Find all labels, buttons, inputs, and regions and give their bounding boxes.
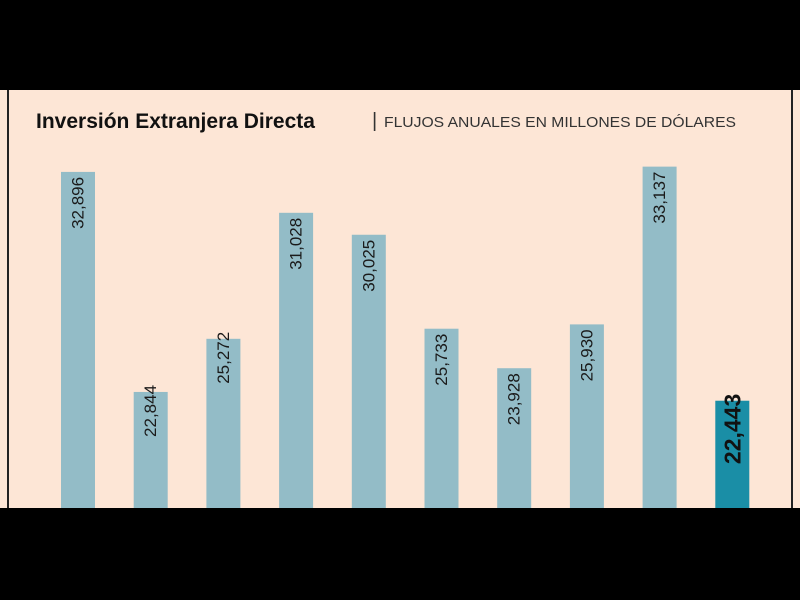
chart-title: Inversión Extranjera Directa bbox=[36, 110, 315, 133]
bar-2 bbox=[206, 338, 241, 508]
bar-4 bbox=[351, 234, 386, 508]
chart-background bbox=[0, 90, 800, 508]
chart-subtitle: FLUJOS ANUALES EN MILLONES DE DÓLARES bbox=[384, 114, 736, 131]
bar-7 bbox=[569, 324, 604, 508]
bar-label-9: 22,443 bbox=[719, 394, 745, 464]
bar-label-8: 33,137 bbox=[650, 172, 669, 224]
bar-label-1: 22,844 bbox=[141, 385, 160, 437]
bar-label-7: 25,930 bbox=[577, 329, 596, 381]
bar-5 bbox=[424, 328, 459, 508]
bar-label-3: 31,028 bbox=[287, 218, 306, 270]
bar-label-5: 25,733 bbox=[432, 334, 451, 386]
bar-label-4: 30,025 bbox=[359, 240, 378, 292]
bar-9 bbox=[715, 400, 750, 508]
bar-label-2: 25,272 bbox=[214, 332, 233, 384]
bar-6 bbox=[497, 368, 532, 508]
bar-0 bbox=[61, 171, 95, 508]
bar-1 bbox=[133, 391, 168, 508]
title-separator: | bbox=[372, 110, 377, 132]
bar-label-0: 32,896 bbox=[69, 177, 88, 229]
bars: 32,896 22,844 25,272 31,028 30,025 25,733 23,9… bbox=[61, 166, 750, 509]
bar-8 bbox=[642, 166, 677, 508]
bar-label-6: 23,928 bbox=[505, 373, 524, 425]
bar-3 bbox=[279, 212, 314, 509]
